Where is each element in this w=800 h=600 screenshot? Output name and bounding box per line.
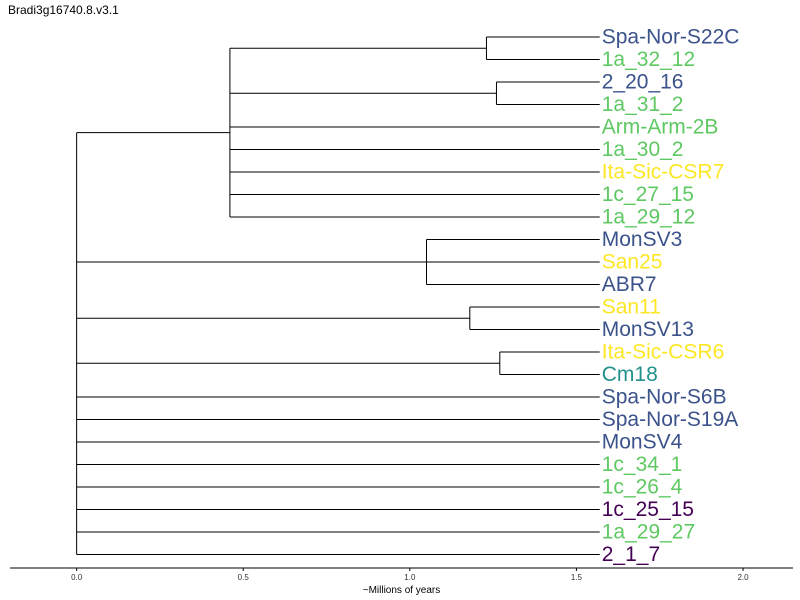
leaf-label: MonSV3: [602, 228, 683, 251]
leaf-label: 1a_32_12: [602, 48, 695, 71]
leaf-label: Spa-Nor-S22C: [602, 26, 740, 49]
leaf-label: 1a_29_12: [602, 206, 695, 229]
leaf-label: MonSV4: [602, 431, 683, 454]
x-tick-label: 0.0: [71, 573, 83, 582]
leaf-label: 1a_29_27: [602, 521, 695, 544]
x-tick-label: 0.5: [238, 573, 250, 582]
leaf-label: 1a_30_2: [602, 138, 684, 161]
leaf-label: Spa-Nor-S19A: [602, 408, 739, 431]
x-tick-label: 2.0: [737, 573, 749, 582]
leaf-label: Ita-Sic-CSR7: [602, 161, 725, 184]
x-axis-ticks: 0.0 0.5 1.0 1.5 2.0: [71, 568, 749, 582]
x-tick-label: 1.5: [571, 573, 583, 582]
x-axis-title: ~Millions of years: [363, 585, 441, 596]
leaf-label: Arm-Arm-2B: [602, 116, 719, 139]
x-tick-label: 1.0: [404, 573, 416, 582]
leaf-label: 1c_34_1: [602, 453, 683, 476]
leaf-label: San25: [602, 251, 663, 274]
leaf-label: 1c_27_15: [602, 183, 694, 206]
figure-title: Bradi3g16740.8.v3.1: [8, 3, 119, 17]
leaf-label: ABR7: [602, 273, 657, 296]
leaf-label: Cm18: [602, 363, 658, 386]
leaf-label: Spa-Nor-S6B: [602, 386, 727, 409]
leaf-label: San11: [602, 296, 661, 319]
leaf-label: 1a_31_2: [602, 93, 684, 116]
tree-branches: [76, 36, 600, 555]
x-axis: 0.0 0.5 1.0 1.5 2.0 ~Millions of years: [10, 567, 793, 596]
leaf-label: 2_20_16: [602, 71, 684, 94]
leaf-label: 2_1_7: [602, 543, 660, 566]
leaf-label: MonSV13: [602, 318, 694, 341]
leaf-label: Ita-Sic-CSR6: [602, 341, 725, 364]
leaf-label: 1c_25_15: [602, 498, 694, 521]
leaf-labels: Spa-Nor-S22C1a_32_122_20_161a_31_2Arm-Ar…: [602, 26, 740, 567]
leaf-label: 1c_26_4: [602, 476, 683, 499]
